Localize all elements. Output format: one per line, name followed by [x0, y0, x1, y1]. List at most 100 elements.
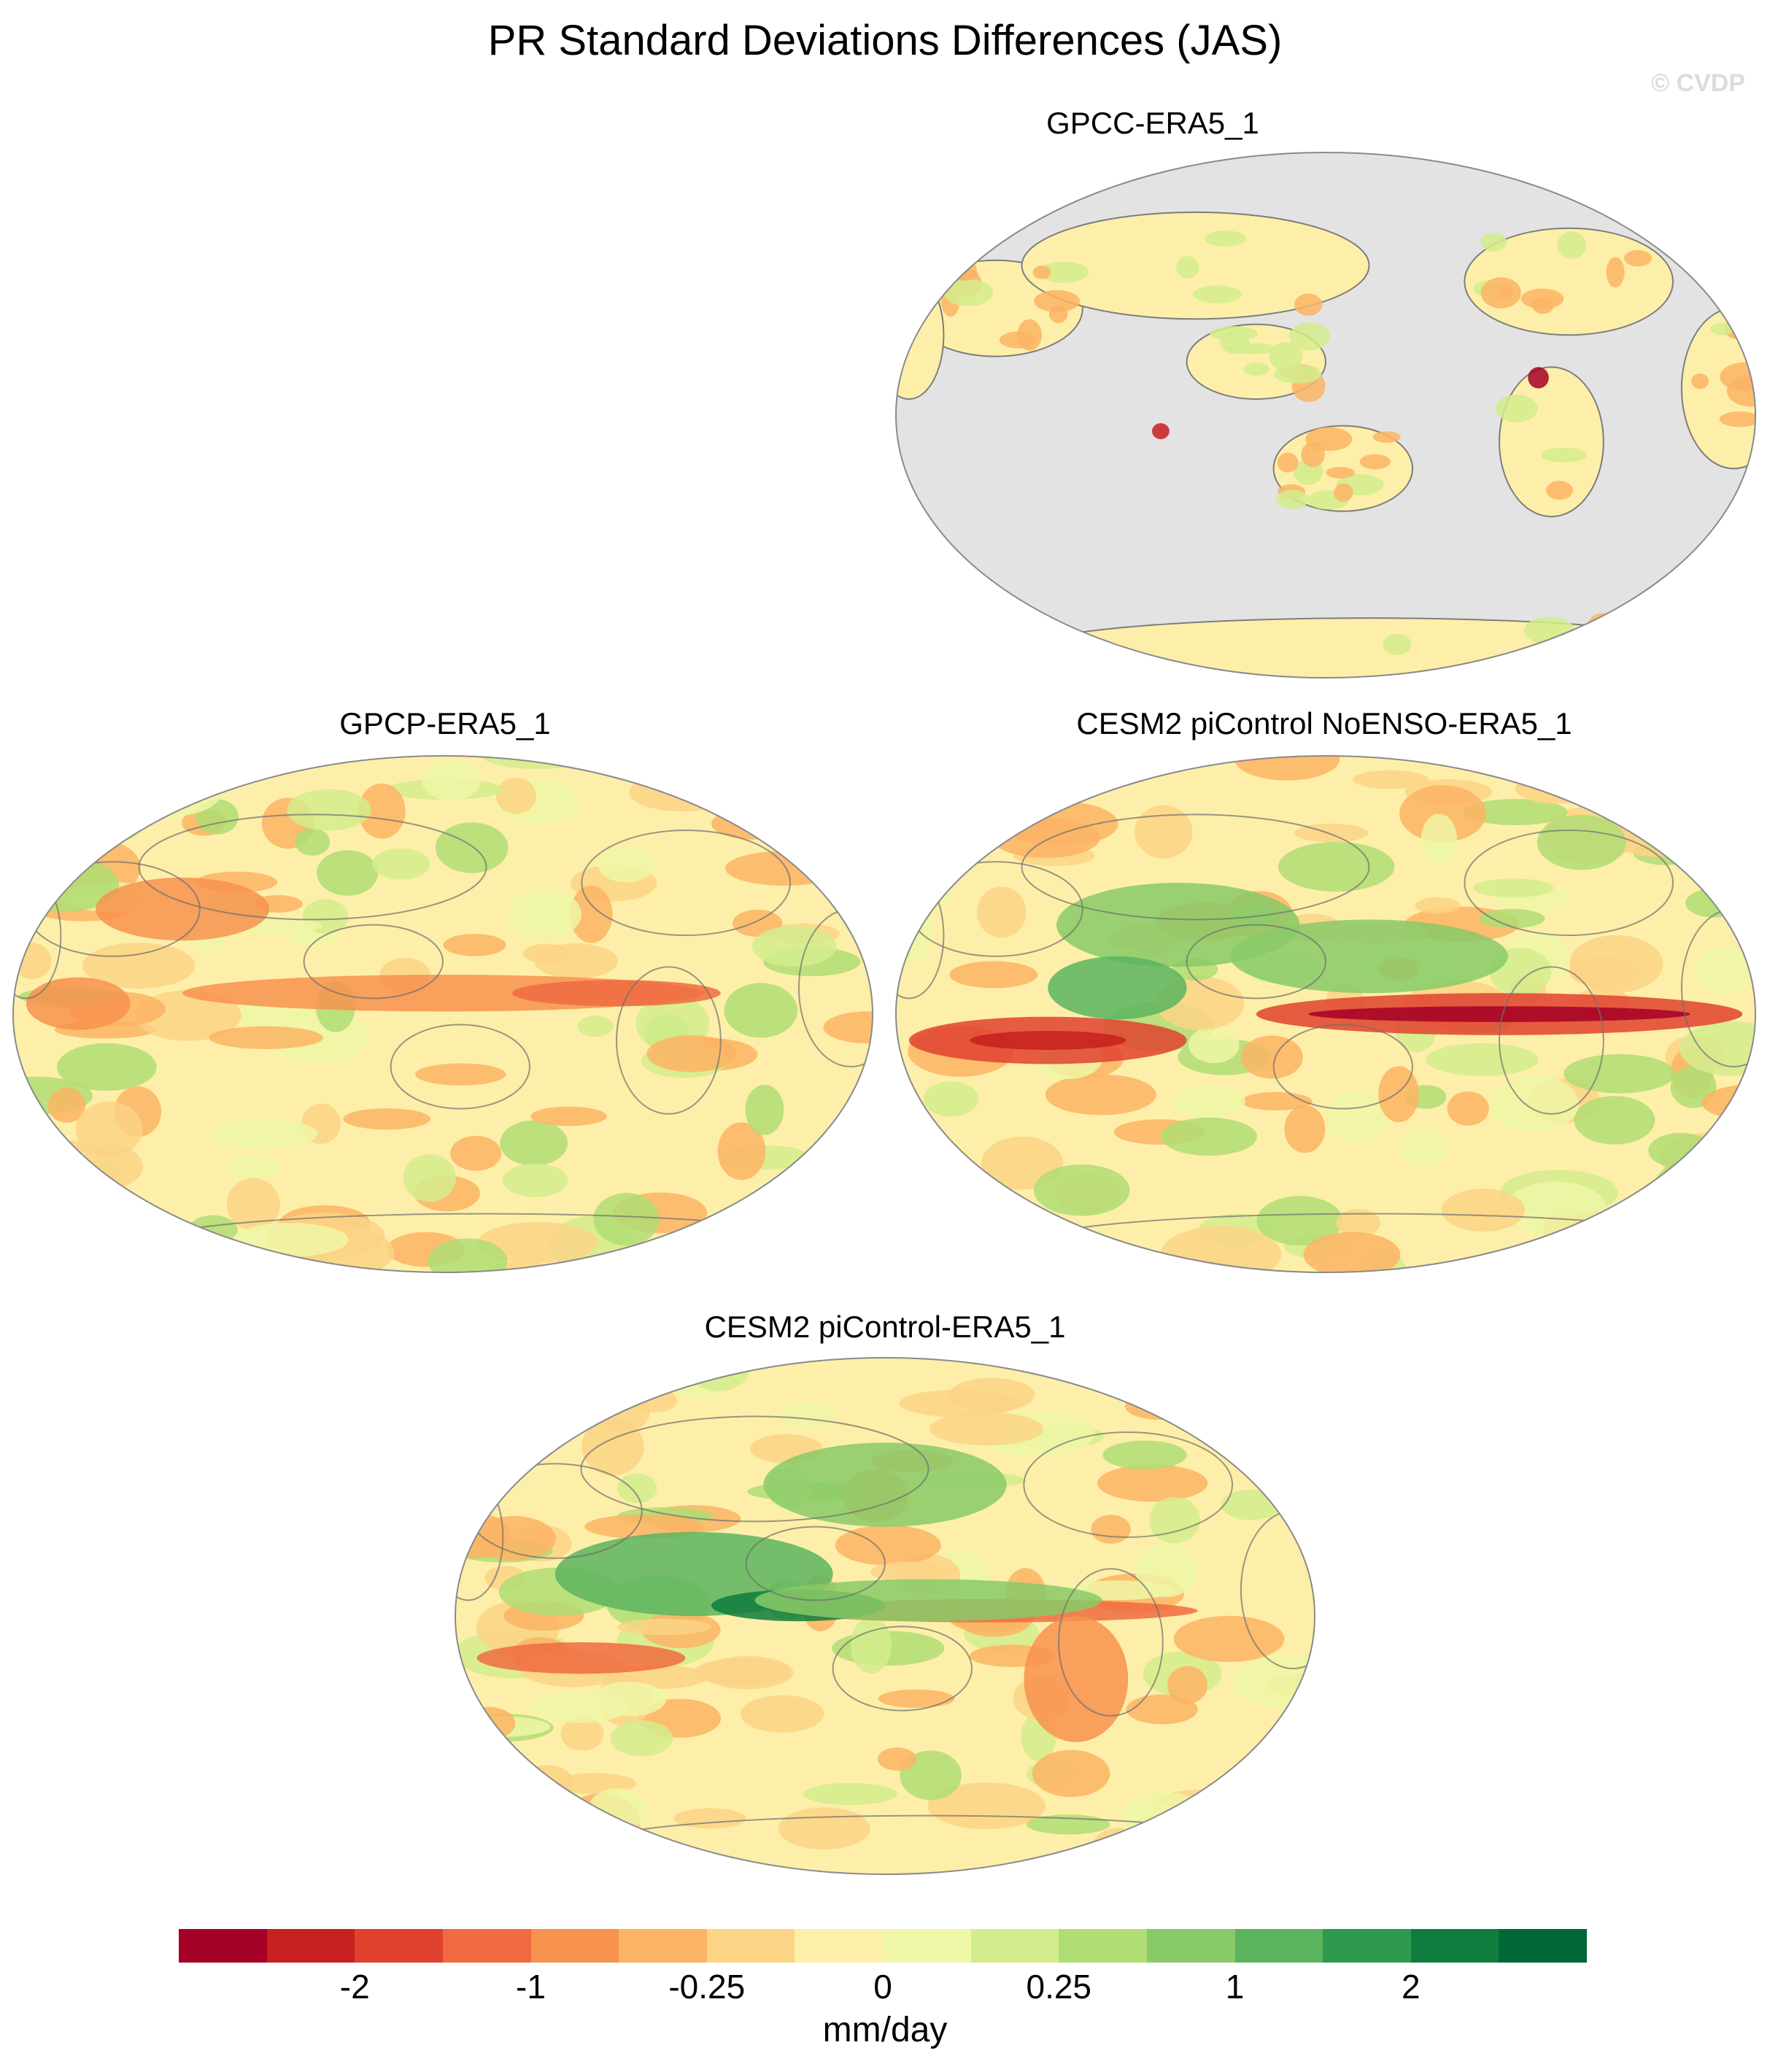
anomaly-patch [520, 900, 571, 932]
anomaly-patch [1230, 919, 1508, 994]
anomaly-patch [1336, 1209, 1380, 1237]
colorbar-swatch [619, 1929, 707, 1963]
anomaly-patch [500, 1120, 568, 1166]
anomaly-patch [870, 1561, 951, 1583]
anomaly-patch [1139, 1831, 1217, 1874]
colorbar-swatch [530, 1929, 619, 1963]
anomaly-patch [13, 833, 51, 865]
colorbar-swatch [795, 1929, 883, 1963]
anomaly-patch [1447, 1091, 1489, 1126]
anomaly-patch [1540, 447, 1587, 463]
anomaly-patch [1515, 773, 1599, 804]
anomaly-patch [1089, 1828, 1148, 1874]
coastline [745, 1526, 886, 1601]
colorbar-swatch [1323, 1929, 1411, 1963]
anomaly-patch [1679, 1021, 1755, 1076]
anomaly-patch [1173, 1615, 1285, 1662]
anomaly-patch [1378, 1066, 1419, 1123]
colorbar-swatch [442, 1929, 531, 1963]
anomaly-patch [560, 1717, 604, 1751]
colorbar-swatch [1059, 1929, 1147, 1963]
anomaly-patch [530, 1106, 607, 1126]
anomaly-patch [1383, 633, 1412, 655]
anomaly-patch [1595, 756, 1704, 781]
anomaly-patch [1033, 1164, 1130, 1216]
map-border [12, 755, 873, 1273]
anomaly-patch [450, 1135, 502, 1171]
anomaly-patch [835, 849, 873, 900]
colorbar-tick-label: 0.25 [1026, 1968, 1092, 2006]
anomaly-patch [789, 756, 873, 790]
anomaly-patch [1612, 778, 1693, 805]
anomaly-patch [999, 331, 1037, 349]
anomaly-patch [209, 1026, 323, 1049]
anomaly-patch [646, 1035, 737, 1072]
anomaly-patch [740, 1695, 824, 1733]
anomaly-patch [13, 854, 51, 871]
anomaly-patch [541, 1847, 581, 1868]
anomaly-patch [1421, 813, 1458, 866]
anomaly-patch [1202, 1845, 1275, 1874]
anomaly-patch [75, 1101, 143, 1157]
anomaly-patch [1102, 1440, 1187, 1470]
anomaly-patch [294, 828, 331, 856]
anomaly-patch [951, 268, 979, 281]
anomaly-patch [47, 1087, 86, 1123]
anomaly-patch [1032, 1750, 1110, 1798]
anomaly-patch [1097, 1464, 1208, 1502]
anomaly-patch [610, 1720, 673, 1757]
anomaly-patch [512, 980, 721, 1007]
coastline [1021, 813, 1370, 921]
anomaly-patch [496, 777, 536, 814]
anomaly-patch [1175, 256, 1199, 279]
anomaly-patch [1034, 290, 1081, 312]
anomaly-patch [1352, 770, 1429, 789]
anomaly-patch [593, 1193, 660, 1246]
anomaly-patch [530, 1690, 630, 1723]
anomaly-patch [724, 983, 798, 1038]
anomaly-patch [823, 1011, 873, 1044]
map-gpcc [895, 152, 1756, 679]
anomaly-patch [724, 1252, 767, 1272]
coastline [303, 924, 444, 1000]
anomaly-patch [1557, 231, 1587, 259]
anomaly-patch [82, 943, 196, 989]
anomaly-patch [1037, 261, 1089, 283]
anomaly-patch [791, 1250, 843, 1272]
anomaly-patch [943, 279, 994, 306]
anomaly-patch [1626, 1215, 1740, 1256]
anomaly-patch [745, 1084, 784, 1135]
anomaly-patch [896, 789, 913, 807]
anomaly-patch [896, 1203, 940, 1253]
anomaly-patch [1441, 1188, 1526, 1232]
anomaly-patch [435, 822, 509, 873]
coastline [616, 966, 722, 1115]
panel-title-noenso: CESM2 piControl NoENSO-ERA5_1 [1076, 706, 1572, 741]
anomaly-patch [1522, 649, 1561, 671]
anomaly-patch [781, 1170, 873, 1201]
anomaly-patch [751, 926, 837, 967]
anomaly-patch [617, 1618, 711, 1636]
anomaly-patch [711, 808, 797, 840]
colorbar-swatch [970, 1929, 1059, 1963]
anomaly-patch [502, 1164, 568, 1197]
anomaly-patch [1473, 878, 1554, 898]
anomaly-patch [581, 1418, 644, 1476]
page-title: PR Standard Deviations Differences (JAS) [487, 17, 1283, 64]
anomaly-patch [626, 756, 735, 781]
colorbar-swatch [355, 1929, 443, 1963]
panel-title-picontrol: CESM2 piControl-ERA5_1 [704, 1310, 1066, 1344]
anomaly-patch [1188, 1027, 1240, 1064]
colorbar-tick-label: 2 [1401, 1968, 1421, 2006]
anomaly-patch [584, 1358, 647, 1396]
anomaly-patch [1669, 818, 1724, 867]
anomaly-patch [617, 1473, 657, 1504]
anomaly-patch [317, 850, 379, 896]
anomaly-patch [1480, 233, 1507, 252]
anomaly-patch [693, 1658, 791, 1685]
anomaly-patch [717, 1122, 766, 1180]
colorbar-swatch [706, 1929, 795, 1963]
anomaly-patch [463, 1368, 573, 1410]
anomaly-patch [1160, 1117, 1257, 1156]
anomaly-patch [414, 1063, 506, 1086]
